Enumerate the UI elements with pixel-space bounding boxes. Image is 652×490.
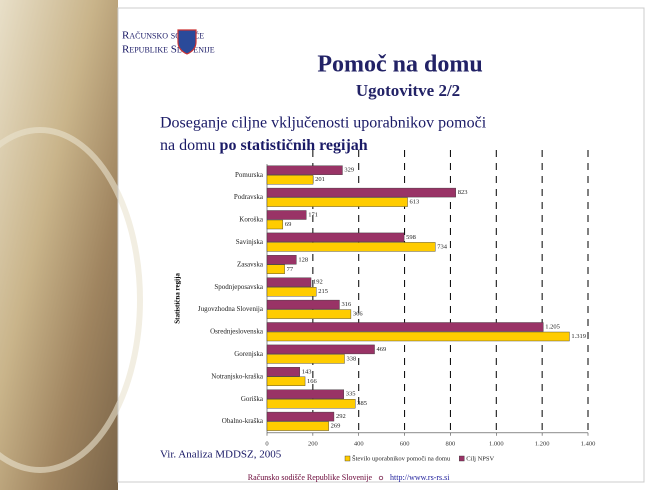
value-label: 366 <box>353 311 364 318</box>
value-label: 69 <box>285 221 292 228</box>
y-tick-label: Gorenjska <box>234 350 264 358</box>
bar <box>267 166 342 175</box>
y-tick-label: Podravska <box>234 193 264 201</box>
logo-text: Republike Slovenije <box>122 44 215 56</box>
value-label: 338 <box>346 355 356 362</box>
heading-text: na domu <box>160 137 220 154</box>
y-tick-label: Osrednjeslovenska <box>210 328 264 336</box>
value-label: 823 <box>458 189 468 196</box>
footer-org: Računsko sodišče Republike Slovenije <box>248 473 373 482</box>
title: Pomoč na domu <box>317 52 482 78</box>
value-label: 598 <box>406 234 416 241</box>
legend-label: Cilj NPSV <box>466 455 494 462</box>
bar <box>267 287 316 296</box>
bar <box>267 390 344 399</box>
y-tick-label: Goriška <box>241 395 264 403</box>
x-tick-label: 1.400 <box>581 440 596 447</box>
bar <box>267 265 285 274</box>
y-tick-label: Spodnjeposavska <box>214 283 264 291</box>
value-label: 1.205 <box>545 323 560 330</box>
value-label: 128 <box>298 256 308 263</box>
logo-shield <box>178 30 196 54</box>
bar <box>267 175 313 184</box>
value-label: 215 <box>318 288 328 295</box>
value-label: 171 <box>308 211 318 218</box>
value-label: 329 <box>344 167 354 174</box>
value-label: 292 <box>336 413 346 420</box>
bar <box>267 278 311 287</box>
value-label: 316 <box>341 301 352 308</box>
value-label: 734 <box>437 243 448 250</box>
subtitle: Ugotovitve 2/2 <box>356 81 460 100</box>
legend-label: Število uporabnikov pomoči na domu <box>352 454 451 462</box>
bar <box>267 345 375 354</box>
bar <box>267 300 339 309</box>
y-tick-label: Zasavska <box>237 260 264 268</box>
bar <box>267 323 543 332</box>
x-tick-label: 1.000 <box>489 440 504 447</box>
bar <box>267 255 296 264</box>
y-tick-label: Notranjsko-kraška <box>211 372 264 380</box>
bar <box>267 399 355 408</box>
value-label: 269 <box>331 423 341 430</box>
y-tick-label: Savinjska <box>236 238 264 246</box>
value-label: 192 <box>313 279 323 286</box>
legend-swatch <box>345 456 350 461</box>
x-tick-label: 0 <box>265 440 268 447</box>
slide: Računsko sodišče Republike Slovenije Pom… <box>0 0 652 490</box>
value-label: 201 <box>315 176 325 183</box>
heading: Doseganje ciljne vključenosti uporabniko… <box>160 115 487 132</box>
value-label: 385 <box>357 400 367 407</box>
heading: na domu po statističnih regijah <box>160 137 368 154</box>
bar <box>267 412 334 421</box>
value-label: 143 <box>302 368 312 375</box>
y-tick-label: Pomurska <box>235 171 264 179</box>
bar <box>267 233 404 242</box>
value-label: 1.319 <box>571 333 586 340</box>
bar <box>267 242 435 251</box>
source: Vir. Analiza MDDSZ, 2005 <box>160 449 282 461</box>
bar <box>267 422 329 431</box>
bar <box>267 211 306 220</box>
y-tick-label: Obalno-kraška <box>222 417 264 425</box>
page: Računsko sodišče Republike Slovenije Pom… <box>0 0 652 490</box>
value-label: 613 <box>410 199 420 206</box>
x-tick-label: 400 <box>354 440 364 447</box>
x-tick-label: 600 <box>400 440 410 447</box>
y-tick-label: Koroška <box>239 216 264 224</box>
value-label: 335 <box>346 391 356 398</box>
value-label: 166 <box>307 378 318 385</box>
bar <box>267 354 344 363</box>
x-tick-label: 1.200 <box>535 440 550 447</box>
bar <box>267 198 408 207</box>
bar <box>267 367 300 376</box>
bar <box>267 332 569 341</box>
x-tick-label: 800 <box>446 440 456 447</box>
x-tick-label: 200 <box>308 440 318 447</box>
coin-strip <box>0 0 118 490</box>
value-label: 77 <box>287 266 294 273</box>
legend-swatch <box>459 456 464 461</box>
bar <box>267 220 283 229</box>
heading-bold: po statističnih regijah <box>220 137 368 154</box>
axis-title: Statistična regija <box>174 273 182 324</box>
value-label: 469 <box>377 346 387 353</box>
y-tick-label: Jugovzhodna Slovenija <box>198 305 264 313</box>
bar <box>267 188 456 197</box>
footer-url[interactable]: http://www.rs-rs.si <box>390 473 450 482</box>
bar <box>267 377 305 386</box>
bar <box>267 310 351 319</box>
